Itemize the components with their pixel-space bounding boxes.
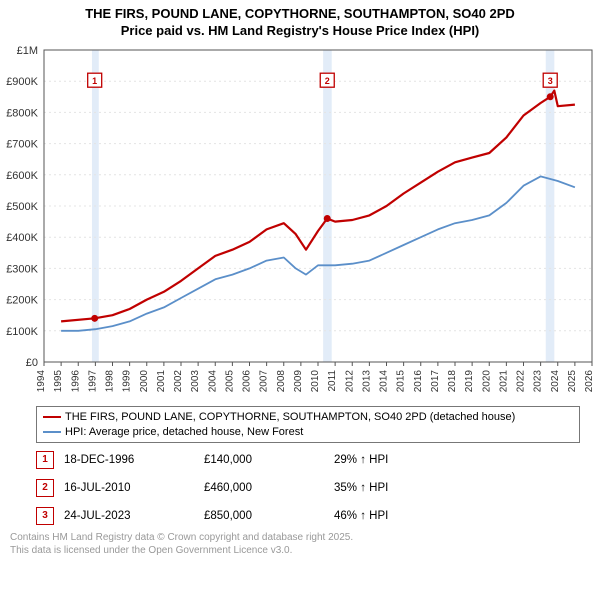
svg-text:2026: 2026 bbox=[584, 369, 595, 392]
svg-text:2011: 2011 bbox=[327, 369, 338, 391]
svg-text:2013: 2013 bbox=[361, 369, 372, 392]
svg-text:£800K: £800K bbox=[6, 107, 38, 119]
sale-diff: 35% ↑ HPI bbox=[334, 482, 454, 494]
legend-label: HPI: Average price, detached house, New … bbox=[65, 426, 573, 438]
svg-text:£900K: £900K bbox=[6, 76, 38, 88]
figure-root: THE FIRS, POUND LANE, COPYTHORNE, SOUTHA… bbox=[0, 0, 600, 557]
svg-text:1997: 1997 bbox=[87, 369, 98, 392]
sale-diff: 46% ↑ HPI bbox=[334, 510, 454, 522]
svg-text:2025: 2025 bbox=[567, 369, 578, 392]
sale-marker-box: 3 bbox=[36, 507, 54, 525]
title-line-1: THE FIRS, POUND LANE, COPYTHORNE, SOUTHA… bbox=[8, 6, 592, 23]
svg-text:2017: 2017 bbox=[430, 369, 441, 392]
svg-text:1999: 1999 bbox=[122, 369, 133, 392]
svg-text:2024: 2024 bbox=[550, 369, 561, 392]
svg-text:1995: 1995 bbox=[53, 369, 64, 392]
footer: Contains HM Land Registry data © Crown c… bbox=[10, 531, 590, 557]
sale-marker-box: 2 bbox=[36, 479, 54, 497]
svg-text:2015: 2015 bbox=[396, 369, 407, 392]
sales-table: 1 18-DEC-1996£140,00029% ↑ HPI 2 16-JUL-201… bbox=[36, 451, 590, 525]
svg-text:2012: 2012 bbox=[344, 369, 355, 392]
footer-line-1: Contains HM Land Registry data © Crown c… bbox=[10, 531, 590, 544]
legend-swatch bbox=[43, 416, 61, 418]
svg-text:2014: 2014 bbox=[379, 369, 390, 392]
svg-text:2006: 2006 bbox=[242, 369, 253, 392]
sale-diff: 29% ↑ HPI bbox=[334, 454, 454, 466]
svg-text:2018: 2018 bbox=[447, 369, 458, 392]
sale-price: £140,000 bbox=[204, 454, 334, 466]
svg-text:£1M: £1M bbox=[17, 45, 38, 57]
legend: THE FIRS, POUND LANE, COPYTHORNE, SOUTHA… bbox=[36, 406, 580, 443]
svg-text:2002: 2002 bbox=[173, 369, 184, 392]
svg-text:2000: 2000 bbox=[139, 369, 150, 392]
svg-text:2: 2 bbox=[325, 76, 330, 86]
svg-text:£700K: £700K bbox=[6, 138, 38, 150]
svg-text:2007: 2007 bbox=[259, 369, 270, 392]
svg-text:£100K: £100K bbox=[6, 326, 38, 338]
svg-text:2005: 2005 bbox=[224, 369, 235, 392]
svg-text:2020: 2020 bbox=[481, 369, 492, 392]
svg-text:2016: 2016 bbox=[413, 369, 424, 392]
svg-text:2010: 2010 bbox=[310, 369, 321, 392]
svg-text:2019: 2019 bbox=[464, 369, 475, 392]
title-block: THE FIRS, POUND LANE, COPYTHORNE, SOUTHA… bbox=[0, 0, 600, 42]
svg-text:1998: 1998 bbox=[105, 369, 116, 392]
sale-price: £460,000 bbox=[204, 482, 334, 494]
svg-text:2009: 2009 bbox=[293, 369, 304, 392]
svg-text:2003: 2003 bbox=[190, 369, 201, 392]
svg-text:2021: 2021 bbox=[498, 369, 509, 392]
svg-text:£0: £0 bbox=[26, 357, 38, 369]
svg-text:£200K: £200K bbox=[6, 294, 38, 306]
svg-text:£600K: £600K bbox=[6, 170, 38, 182]
sale-date: 18-DEC-1996 bbox=[64, 454, 204, 466]
svg-text:2001: 2001 bbox=[156, 369, 167, 392]
legend-label: THE FIRS, POUND LANE, COPYTHORNE, SOUTHA… bbox=[65, 411, 573, 423]
svg-text:1994: 1994 bbox=[36, 369, 47, 392]
chart-svg: £0 £100K £200K £300K £400K £500K £600K £700K £80… bbox=[0, 42, 600, 402]
sale-marker-box: 1 bbox=[36, 451, 54, 469]
svg-text:2023: 2023 bbox=[533, 369, 544, 392]
legend-swatch bbox=[43, 431, 61, 433]
svg-text:2004: 2004 bbox=[207, 369, 218, 392]
footer-line-2: This data is licensed under the Open Gov… bbox=[10, 544, 590, 557]
chart-area: £0 £100K £200K £300K £400K £500K £600K £700K £80… bbox=[0, 42, 600, 402]
svg-text:£300K: £300K bbox=[6, 263, 38, 275]
sale-date: 24-JUL-2023 bbox=[64, 510, 204, 522]
svg-text:1996: 1996 bbox=[70, 369, 81, 392]
svg-text:3: 3 bbox=[548, 76, 553, 86]
svg-text:2022: 2022 bbox=[516, 369, 527, 392]
svg-text:£400K: £400K bbox=[6, 232, 38, 244]
svg-text:1: 1 bbox=[92, 76, 97, 86]
svg-text:2008: 2008 bbox=[276, 369, 287, 392]
svg-text:£500K: £500K bbox=[6, 201, 38, 213]
title-line-2: Price paid vs. HM Land Registry's House … bbox=[8, 23, 592, 40]
sale-price: £850,000 bbox=[204, 510, 334, 522]
sale-date: 16-JUL-2010 bbox=[64, 482, 204, 494]
